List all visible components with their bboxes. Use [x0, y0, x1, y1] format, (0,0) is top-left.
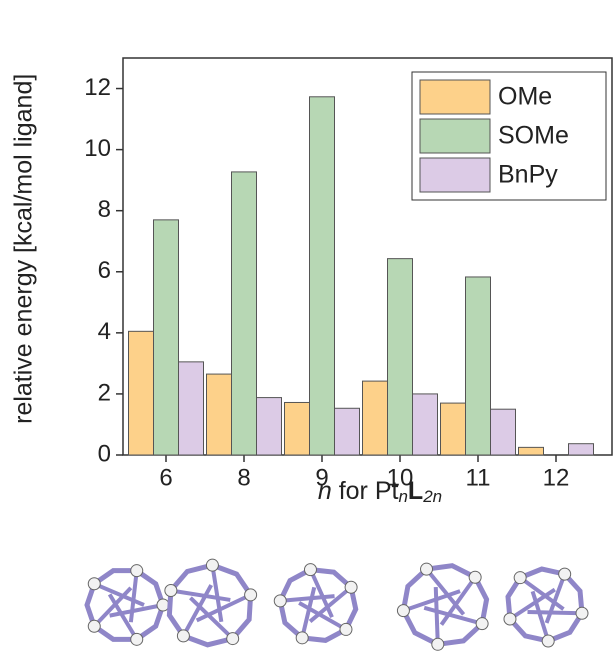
molecule-atom: [88, 620, 100, 632]
molecule-atom: [340, 623, 352, 635]
bar: [491, 409, 516, 455]
bar: [310, 97, 335, 455]
bar: [413, 394, 438, 455]
bar: [154, 220, 179, 455]
chart: 024681012689101112relative energy [kcal/…: [0, 0, 614, 655]
x-tick-label: 12: [543, 464, 570, 491]
molecule-atom: [514, 572, 526, 584]
x-axis-label-part: n: [398, 487, 407, 506]
molecule-atom: [304, 564, 316, 576]
x-axis-label-part: 2n: [422, 487, 442, 506]
molecule-atom: [274, 595, 286, 607]
molecule-atom: [542, 635, 554, 647]
bar: [129, 331, 154, 455]
bar: [335, 408, 360, 455]
bar: [207, 374, 232, 455]
molecule-atom: [504, 613, 516, 625]
molecule-atom: [131, 633, 143, 645]
molecule-atom: [206, 559, 218, 571]
legend-swatch: [420, 119, 490, 153]
bar: [569, 444, 594, 455]
molecule-atom: [469, 571, 481, 583]
molecule-atom: [157, 599, 169, 611]
x-tick-label: 6: [159, 464, 172, 491]
molecule-atom: [245, 589, 257, 601]
x-axis-label-part: L: [408, 477, 423, 505]
bar: [232, 172, 257, 455]
legend-label: OMe: [498, 83, 552, 111]
molecule-atom: [88, 578, 100, 590]
molecule-images: [87, 559, 588, 650]
molecule-atom: [432, 638, 444, 650]
molecule-bond: [131, 571, 137, 622]
molecule-atom: [476, 618, 488, 630]
molecule-atom: [559, 568, 571, 580]
molecule-atom: [177, 630, 189, 642]
y-tick-label: 6: [98, 257, 111, 284]
legend-label: SOMe: [498, 122, 569, 150]
legend-swatch: [420, 80, 490, 114]
bar: [466, 277, 491, 455]
molecule-atom: [227, 633, 239, 645]
x-tick-label: 8: [237, 464, 250, 491]
x-axis-label: n for PtnL2n: [318, 477, 442, 507]
x-axis-label-part: n: [318, 477, 332, 505]
molecule-atom: [345, 581, 357, 593]
molecule-atom: [421, 563, 433, 575]
molecule-atom: [397, 605, 409, 617]
y-axis-label: relative energy [kcal/mol ligand]: [10, 74, 38, 424]
bar: [257, 398, 282, 455]
molecule-atom: [296, 632, 308, 644]
y-tick-label: 0: [98, 440, 111, 467]
bar: [363, 381, 388, 455]
legend-label: BnPy: [498, 161, 558, 189]
molecule-atom: [576, 607, 588, 619]
molecule-bond: [527, 612, 582, 613]
bar: [519, 447, 544, 455]
y-tick-label: 2: [98, 379, 111, 406]
y-tick-label: 10: [84, 135, 111, 162]
molecule-bond: [436, 587, 438, 644]
bar: [441, 403, 466, 455]
molecule-bond: [190, 598, 232, 639]
legend-swatch: [420, 158, 490, 192]
molecule-atom: [131, 565, 143, 577]
y-tick-label: 8: [98, 196, 111, 223]
x-tick-label: 11: [466, 464, 491, 491]
bar: [388, 259, 413, 455]
y-tick-label: 4: [98, 318, 111, 345]
molecule-bond: [171, 591, 230, 600]
molecule-atom: [165, 585, 177, 597]
bar: [179, 362, 204, 455]
x-axis-label-part: for Pt: [332, 477, 399, 505]
bar: [285, 402, 310, 455]
y-tick-label: 12: [84, 74, 111, 101]
